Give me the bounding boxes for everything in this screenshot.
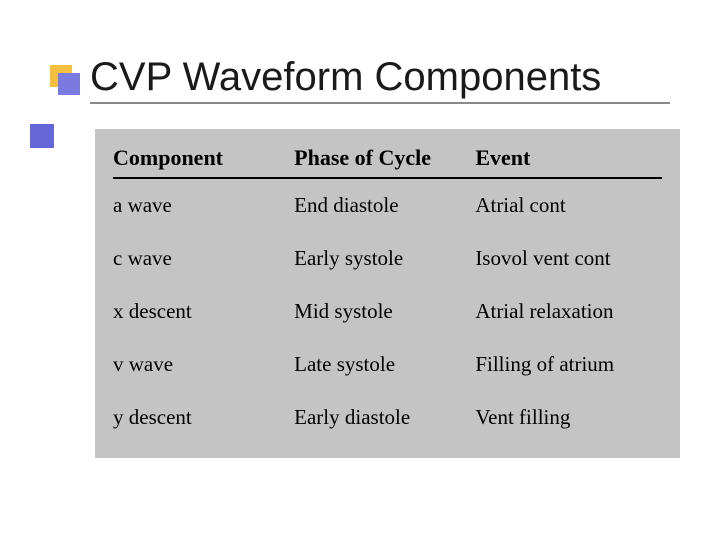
cell-component: y descent (113, 391, 294, 444)
table-row: x descent Mid systole Atrial relaxation (113, 285, 662, 338)
table-container: Component Phase of Cycle Event a wave En… (95, 129, 680, 458)
cell-event: Filling of atrium (475, 338, 662, 391)
column-header-phase: Phase of Cycle (294, 139, 475, 178)
slide-container: CVP Waveform Components Component Phase … (0, 0, 720, 540)
side-accent-square (30, 124, 54, 148)
cell-phase: Early systole (294, 232, 475, 285)
table-row: v wave Late systole Filling of atrium (113, 338, 662, 391)
cell-phase: End diastole (294, 178, 475, 232)
slide-title: CVP Waveform Components (90, 55, 680, 100)
title-area: CVP Waveform Components (60, 55, 680, 104)
cell-phase: Late systole (294, 338, 475, 391)
cell-phase: Early diastole (294, 391, 475, 444)
cvp-table: Component Phase of Cycle Event a wave En… (113, 139, 662, 444)
cell-event: Atrial cont (475, 178, 662, 232)
cell-component: a wave (113, 178, 294, 232)
title-underline (90, 102, 670, 104)
cell-component: c wave (113, 232, 294, 285)
column-header-event: Event (475, 139, 662, 178)
cell-event: Vent filling (475, 391, 662, 444)
table-row: c wave Early systole Isovol vent cont (113, 232, 662, 285)
table-row: a wave End diastole Atrial cont (113, 178, 662, 232)
cell-phase: Mid systole (294, 285, 475, 338)
cell-event: Isovol vent cont (475, 232, 662, 285)
cell-event: Atrial relaxation (475, 285, 662, 338)
column-header-component: Component (113, 139, 294, 178)
table-row: y descent Early diastole Vent filling (113, 391, 662, 444)
cell-component: x descent (113, 285, 294, 338)
cell-component: v wave (113, 338, 294, 391)
accent-square-purple (58, 73, 80, 95)
table-header-row: Component Phase of Cycle Event (113, 139, 662, 178)
